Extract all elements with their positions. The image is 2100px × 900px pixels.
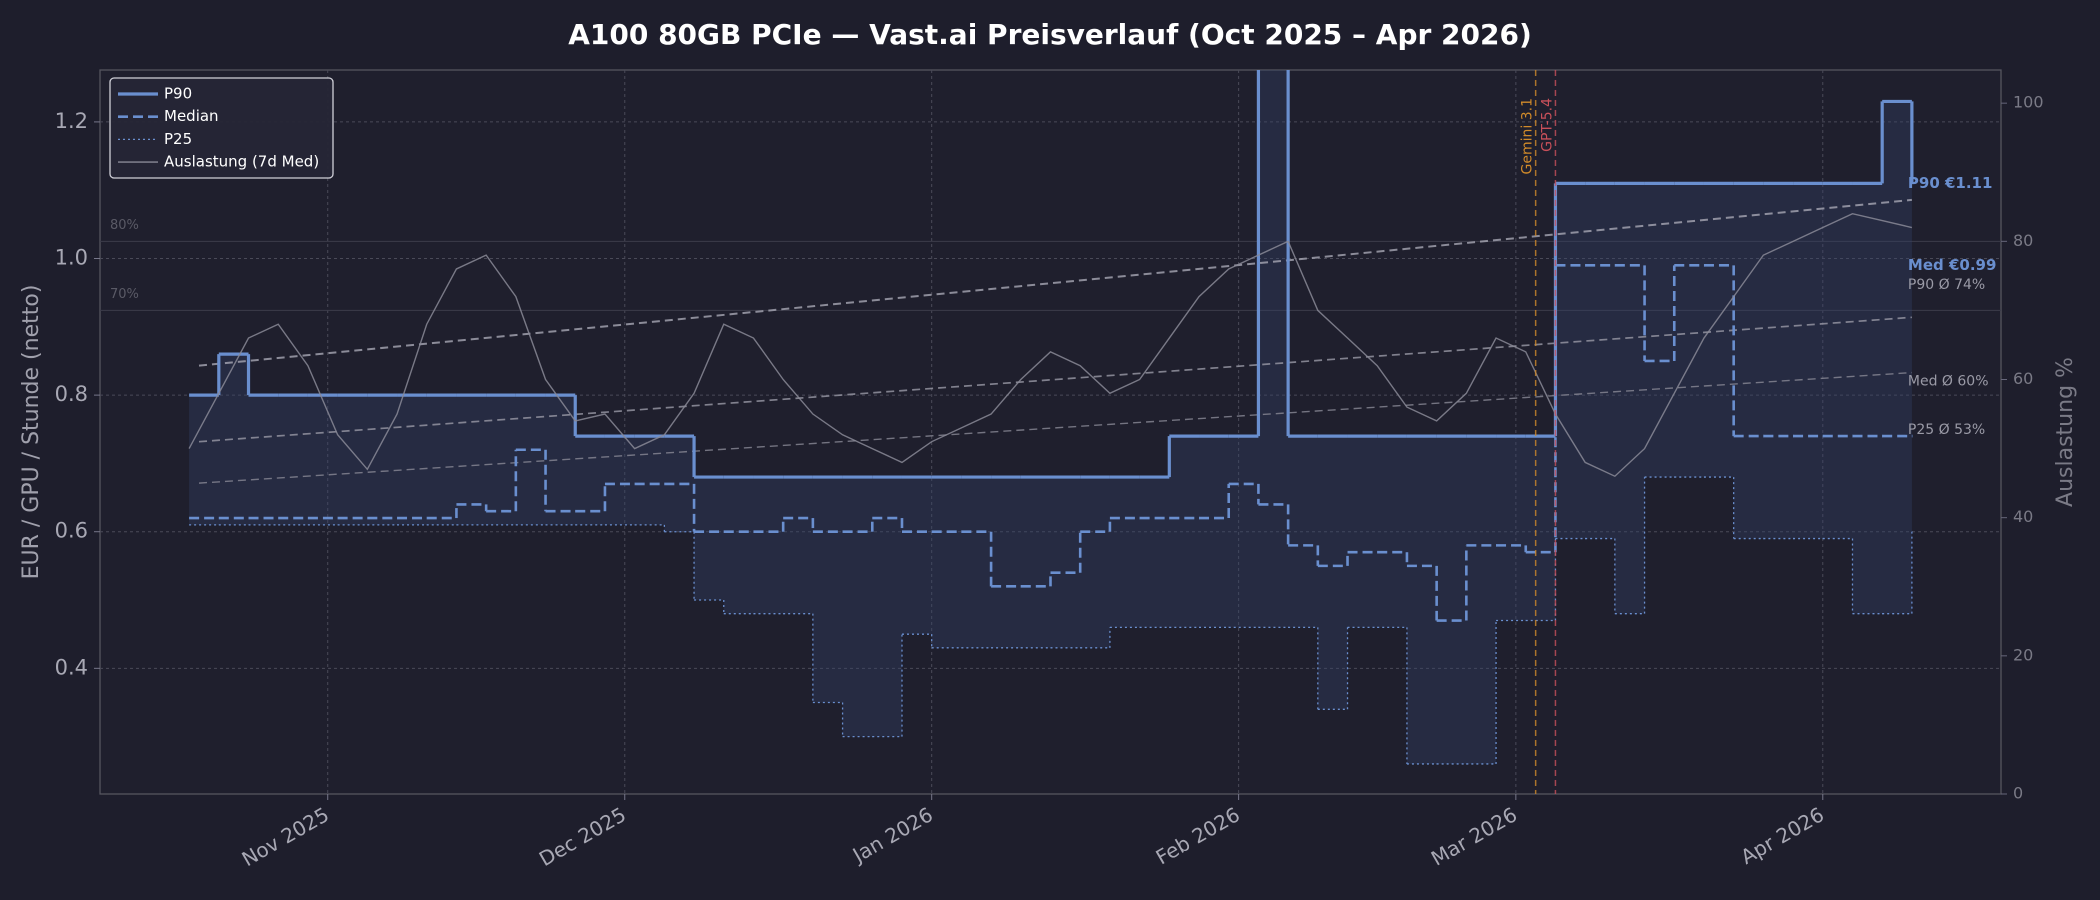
annotation: Med €0.99 (1908, 256, 1997, 274)
annotation: P90 Ø 74% (1908, 277, 1985, 293)
grid-layer: 80% 70% (100, 70, 2001, 794)
y2-tick-label: 0 (2013, 784, 2023, 803)
step-line (189, 476, 1913, 765)
trend-line (198, 316, 1912, 443)
event-label: GPT-5.4 (1539, 98, 1555, 152)
utilization-line (188, 212, 1913, 478)
y-tick-label: 0.8 (55, 382, 88, 406)
trend-line (198, 371, 1912, 484)
plot-area (99, 69, 2002, 795)
y2-tick-label: 100 (2013, 93, 2044, 112)
trend-line (198, 198, 1912, 367)
y-axis-label: EUR / GPU / Stunde (netto) (19, 285, 44, 580)
legend-box (109, 77, 334, 179)
annotation: P25 Ø 53% (1908, 422, 1985, 438)
data-layer (188, 70, 1914, 794)
y2-tick-label: 20 (2013, 645, 2033, 664)
annotation: P90 €1.11 (1908, 174, 1993, 192)
step-line (189, 264, 1912, 622)
step-line (189, 70, 1914, 479)
y2-tick-label: 60 (2013, 369, 2033, 388)
y-tick-label: 0.4 (55, 655, 88, 679)
annotation: Med Ø 60% (1908, 373, 1989, 389)
legend-label: P25 (164, 130, 192, 148)
y2-axis-label: Auslastung % (2053, 357, 2078, 507)
legend: P90 Median P25 Auslastung (7d Med) (109, 77, 334, 179)
legend-label: P90 (164, 85, 192, 103)
reference-label: 70% (110, 287, 139, 302)
y2-tick-label: 40 (2013, 507, 2033, 526)
y-tick-label: 0.6 (55, 519, 88, 543)
y-tick-label: 1.0 (55, 246, 88, 270)
y2-tick-label: 80 (2013, 231, 2033, 250)
y-tick-label: 1.2 (55, 109, 88, 133)
reference-label: 80% (110, 218, 139, 233)
legend-label: Median (164, 107, 219, 125)
legend-label: Auslastung (7d Med) (164, 153, 319, 171)
event-label: Gemini 3.1 (1520, 98, 1536, 174)
chart-title: A100 80GB PCIe — Vast.ai Preisverlauf (O… (568, 18, 1532, 51)
p25-p90-band (189, 70, 1912, 764)
